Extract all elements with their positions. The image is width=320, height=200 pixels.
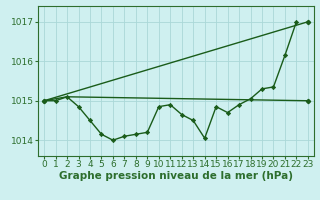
- X-axis label: Graphe pression niveau de la mer (hPa): Graphe pression niveau de la mer (hPa): [59, 171, 293, 181]
